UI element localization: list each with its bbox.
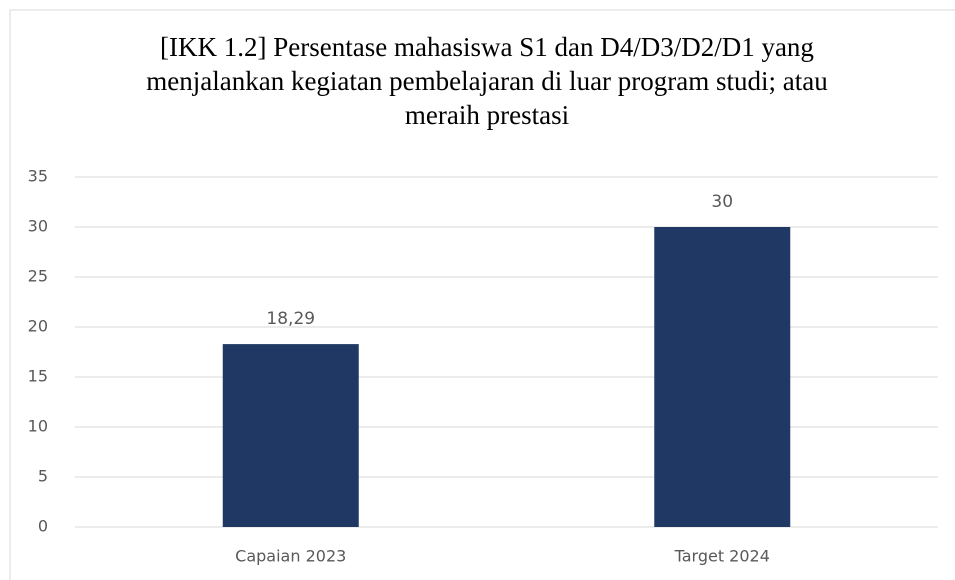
y-tick-label: 10 [28,417,48,436]
y-tick-label: 25 [28,267,48,286]
chart-frame [9,9,955,580]
y-tick-label: 35 [28,167,48,186]
bar [222,344,359,527]
x-tick-label: Target 2024 [674,547,770,566]
x-tick-label: Capaian 2023 [235,547,346,566]
y-tick-label: 0 [38,517,48,536]
value-label: 30 [711,192,733,212]
y-tick-label: 20 [28,317,48,336]
bar [654,227,791,527]
value-label: 18,29 [266,309,315,329]
y-tick-label: 15 [28,367,48,386]
y-tick-label: 30 [28,217,48,236]
y-tick-label: 5 [38,467,48,486]
chart-title: [IKK 1.2] Persentase mahasiswa S1 dan D4… [146,32,828,130]
